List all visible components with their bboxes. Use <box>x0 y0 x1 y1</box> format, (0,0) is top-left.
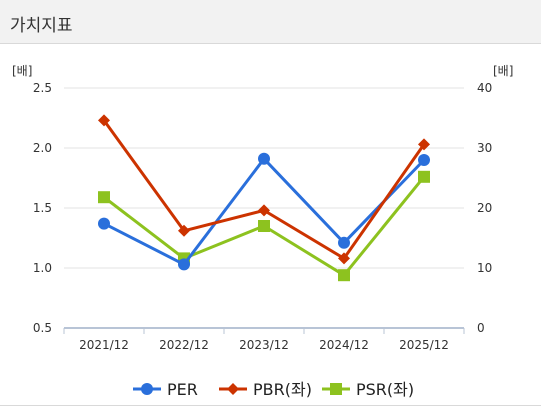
right-tick-label: 0 <box>477 321 485 335</box>
x-tick-label: 2023/12 <box>239 338 289 352</box>
data-point <box>418 138 430 151</box>
left-tick-label: 2.5 <box>33 81 52 95</box>
right-tick-label: 10 <box>477 261 492 275</box>
x-tick-label: 2021/12 <box>79 338 129 352</box>
data-point <box>338 236 350 249</box>
data-point <box>338 269 350 282</box>
left-tick-label: 2.0 <box>33 141 52 155</box>
right-tick-label: 30 <box>477 141 492 155</box>
right-tick-label: 40 <box>477 81 492 95</box>
left-axis-label: [배] <box>12 64 32 78</box>
legend-label: PSR(좌) <box>356 380 414 399</box>
legend-marker <box>227 383 239 395</box>
data-point <box>258 152 270 165</box>
left-tick-label: 1.5 <box>33 201 52 215</box>
x-tick-label: 2022/12 <box>159 338 209 352</box>
legend-marker <box>141 383 153 395</box>
bottom-divider <box>0 405 541 406</box>
panel-title: 가치지표 <box>10 16 73 36</box>
legend-label: PER <box>167 380 198 399</box>
left-tick-label: 0.5 <box>33 321 52 335</box>
legend-marker <box>330 383 342 395</box>
data-point <box>98 217 110 230</box>
panel-header: 가치지표 <box>0 0 541 44</box>
legend-label: PBR(좌) <box>253 380 312 399</box>
grid-lines <box>64 87 464 269</box>
right-tick-label: 20 <box>477 201 492 215</box>
data-point <box>178 224 190 237</box>
data-point <box>258 204 270 217</box>
left-tick-label: 1.0 <box>33 261 52 275</box>
data-point <box>418 170 430 183</box>
data-point <box>418 154 430 166</box>
data-point <box>338 252 350 265</box>
data-point <box>258 220 270 232</box>
series-layer <box>98 114 430 282</box>
right-axis-label: [배] <box>493 64 513 78</box>
legend: PER PBR(좌) PSR(좌) <box>133 380 414 399</box>
x-tick-label: 2025/12 <box>399 338 449 352</box>
data-point <box>98 191 110 204</box>
x-tick-label: 2024/12 <box>319 338 369 352</box>
data-point <box>178 258 190 271</box>
data-point <box>98 114 110 127</box>
